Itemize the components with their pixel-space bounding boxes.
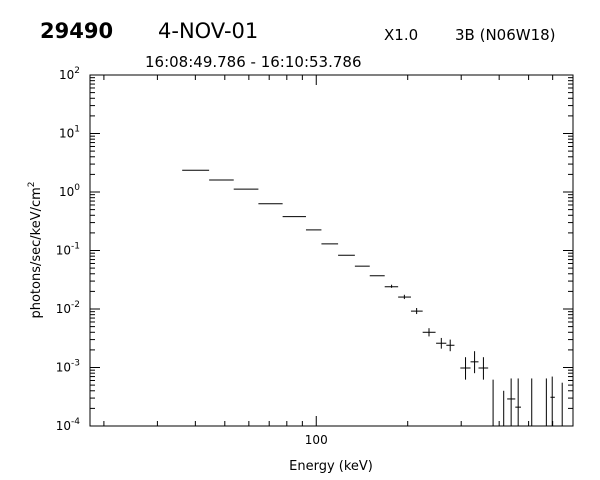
- x-tick-labels: 100: [305, 433, 328, 447]
- y-tick-exponent: 2: [74, 66, 80, 76]
- y-tick-label: 100: [59, 183, 80, 199]
- y-tick-label: 101: [59, 125, 80, 141]
- y-tick-exponent: -1: [71, 242, 80, 252]
- y-axis-label-group: photons/sec/keV/cm2: [27, 181, 44, 318]
- y-tick-label: 10-2: [56, 300, 80, 316]
- axis-ticks: [90, 74, 574, 427]
- y-axis-label: photons/sec/keV/cm: [29, 187, 44, 318]
- y-tick-label: 10-1: [56, 242, 80, 258]
- data-point: [410, 308, 423, 315]
- data-point: [422, 328, 436, 337]
- data-point: [550, 376, 555, 426]
- flare-location: 3B (N06W18): [455, 26, 556, 44]
- data-point: [384, 284, 399, 288]
- data-point: [507, 378, 516, 426]
- y-tick-exponent: 0: [74, 183, 80, 193]
- y-tick-exponent: -4: [71, 417, 80, 427]
- y-tick-label: 10-3: [56, 359, 80, 375]
- y-tick-label: 10-4: [56, 417, 81, 433]
- plot-frame: [89, 74, 574, 427]
- y-tick-base: 10: [59, 68, 74, 82]
- y-tick-base: 10: [56, 419, 71, 433]
- svg-text:photons/sec/keV/cm2: photons/sec/keV/cm2: [27, 181, 44, 318]
- event-id: 29490: [40, 19, 113, 43]
- data-point: [515, 378, 522, 426]
- data-point: [470, 351, 479, 374]
- time-range: 16:08:49.786 - 16:10:53.786: [145, 53, 361, 71]
- data-point: [460, 357, 471, 380]
- y-tick-exponent: -2: [71, 300, 80, 310]
- data-point: [561, 382, 564, 427]
- data-point: [488, 379, 498, 427]
- event-date: 4-NOV-01: [158, 19, 258, 43]
- y-tick-exponent: 1: [74, 125, 80, 135]
- data-point: [398, 294, 411, 300]
- data-point: [446, 339, 455, 352]
- goes-class: X1.0: [384, 26, 418, 44]
- data-point: [500, 390, 508, 427]
- y-tick-base: 10: [56, 361, 71, 375]
- y-tick-base: 10: [56, 244, 71, 258]
- x-tick-label: 100: [305, 433, 328, 447]
- y-tick-label: 102: [59, 66, 80, 82]
- data-point: [544, 378, 549, 427]
- y-tick-exponent: -3: [71, 359, 80, 369]
- y-axis-label-exponent: 2: [27, 181, 37, 187]
- y-tick-base: 10: [56, 302, 71, 316]
- data-points: [182, 169, 564, 427]
- x-axis-label: Energy (keV): [289, 459, 373, 474]
- data-point: [478, 357, 489, 380]
- y-tick-base: 10: [59, 185, 74, 199]
- data-point: [529, 378, 534, 427]
- data-point: [436, 337, 447, 349]
- y-tick-base: 10: [59, 127, 74, 141]
